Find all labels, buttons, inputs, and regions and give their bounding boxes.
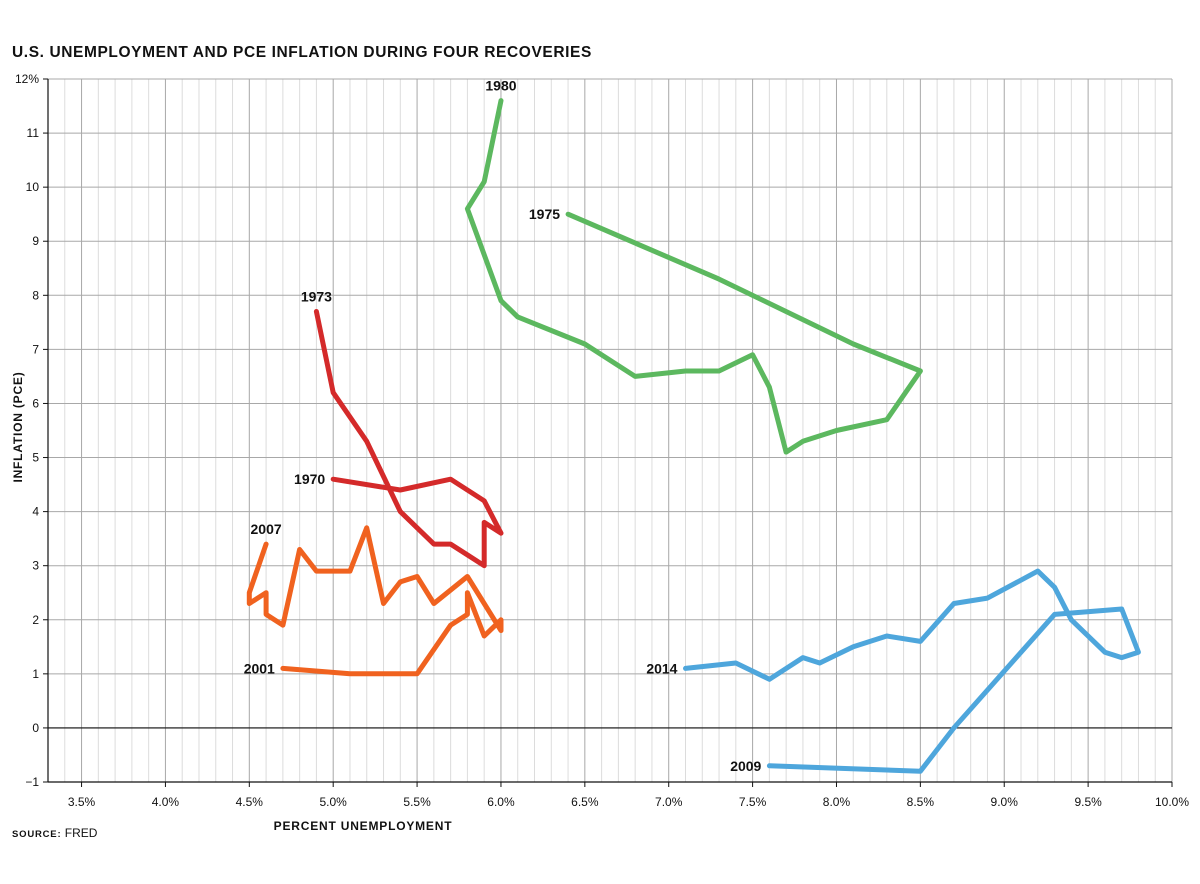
y-tick-label: −1 <box>25 775 39 789</box>
series-lines <box>246 98 1141 774</box>
series-end-label: 1980 <box>485 78 516 94</box>
minor-grid <box>47 79 1156 782</box>
y-tick-label: 3 <box>32 559 39 573</box>
series-start-label: 1970 <box>294 471 325 487</box>
y-tick-label: 11 <box>27 126 40 140</box>
y-tick-label: 5 <box>32 451 39 465</box>
series-end-label: 1973 <box>301 289 332 305</box>
x-tick-label: 7.0% <box>655 795 683 809</box>
source-text: FRED <box>64 826 98 840</box>
x-tick-label: 9.5% <box>1074 795 1102 809</box>
x-tick-label: 3.5% <box>68 795 96 809</box>
y-tick-label: 10 <box>26 180 40 194</box>
series-start-label: 2009 <box>730 758 761 774</box>
y-tick-label: 7 <box>32 342 39 356</box>
y-tick-label: 1 <box>32 667 39 681</box>
y-tick-label: 0 <box>32 721 39 735</box>
y-tick-label: 4 <box>32 505 39 519</box>
series-end-label: 2014 <box>646 660 677 676</box>
source-label: SOURCE: <box>12 829 62 840</box>
y-tick-label: 9 <box>32 234 39 248</box>
y-tick-label: 2 <box>32 613 39 627</box>
x-tick-label: 6.5% <box>571 795 599 809</box>
x-axis-ticks: 3.5% 4.0% 4.5% 5.0% 5.5% 6.0% 6.5% 7.0% 7.5% 8.0%… <box>68 782 1189 809</box>
y-axis-label: INFLATION (PCE) <box>11 371 25 482</box>
x-tick-label: 4.5% <box>236 795 264 809</box>
x-tick-label: 4.0% <box>152 795 180 809</box>
series-line-2009-2014 <box>683 568 1141 774</box>
x-tick-label: 5.0% <box>320 795 348 809</box>
series-line-2001-2007 <box>246 525 504 677</box>
chart-title: U.S. UNEMPLOYMENT AND PCE INFLATION DURI… <box>12 44 592 61</box>
y-tick-label: 8 <box>32 288 39 302</box>
y-tick-label: 12% <box>15 72 39 86</box>
x-tick-label: 8.0% <box>823 795 851 809</box>
series-labels: 1970 1973 1975 1980 2001 2007 2009 2014 <box>244 78 762 774</box>
series-end-label: 2007 <box>251 521 282 537</box>
series-line-1970-1973 <box>313 309 504 569</box>
x-tick-label: 5.5% <box>403 795 431 809</box>
series-start-label: 1975 <box>529 206 560 222</box>
y-tick-label: 6 <box>32 396 39 410</box>
source-note: SOURCE: FRED <box>12 826 97 840</box>
x-tick-label: 7.5% <box>739 795 767 809</box>
x-tick-label: 6.0% <box>487 795 515 809</box>
series-line-1975-1980 <box>464 98 923 455</box>
major-grid <box>48 78 1173 783</box>
x-tick-label: 9.0% <box>991 795 1019 809</box>
x-tick-label: 10.0% <box>1155 795 1189 809</box>
x-tick-label: 8.5% <box>907 795 935 809</box>
x-axis-label: PERCENT UNEMPLOYMENT <box>274 819 453 833</box>
series-start-label: 2001 <box>244 660 275 676</box>
axes <box>47 79 1172 783</box>
